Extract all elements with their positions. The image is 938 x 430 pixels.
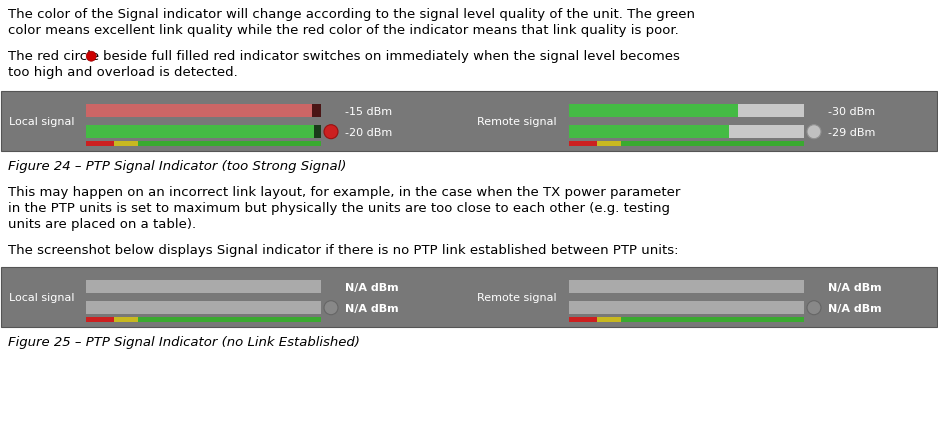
Bar [1,267,937,327]
Bar [569,126,729,139]
Bar [569,126,804,139]
Bar [621,141,804,147]
Text: -30 dBm: -30 dBm [828,107,875,117]
Bar [86,301,321,314]
Bar [114,317,138,322]
Bar [729,126,804,139]
Bar [1,92,937,152]
Bar [138,141,321,147]
Text: The screenshot below displays Signal indicator if there is no PTP link establish: The screenshot below displays Signal ind… [8,243,678,256]
Text: beside full filled red indicator switches on immediately when the signal level b: beside full filled red indicator switche… [103,50,680,63]
Text: The color of the Signal indicator will change according to the signal level qual: The color of the Signal indicator will c… [8,8,695,21]
Bar [86,280,321,294]
Bar [114,141,138,147]
Bar [598,141,621,147]
Text: Figure 25 – PTP Signal Indicator (no Link Established): Figure 25 – PTP Signal Indicator (no Lin… [8,335,360,348]
Circle shape [86,52,97,62]
Text: This may happen on an incorrect link layout, for example, in the case when the T: This may happen on an incorrect link lay… [8,186,680,199]
Text: N/A dBm: N/A dBm [828,303,882,313]
Text: -15 dBm: -15 dBm [345,107,392,117]
Text: Remote signal: Remote signal [477,117,556,127]
Text: N/A dBm: N/A dBm [345,303,399,313]
Bar [86,126,314,139]
Bar [569,105,804,118]
Bar [569,301,804,314]
Bar [569,105,738,118]
Circle shape [324,126,338,139]
Bar [738,105,804,118]
Text: N/A dBm: N/A dBm [345,282,399,292]
Text: -29 dBm: -29 dBm [828,127,875,137]
Bar [569,280,804,294]
Bar [86,105,321,118]
Bar [621,317,804,322]
Text: Figure 24 – PTP Signal Indicator (too Strong Signal): Figure 24 – PTP Signal Indicator (too St… [8,160,346,172]
Text: -20 dBm: -20 dBm [345,127,392,137]
Text: Local signal: Local signal [9,117,74,127]
Circle shape [807,301,821,315]
Bar [86,141,114,147]
Text: Local signal: Local signal [9,292,74,302]
Bar [86,105,311,118]
Bar [138,317,321,322]
Bar [598,317,621,322]
Text: units are placed on a table).: units are placed on a table). [8,218,196,230]
Text: in the PTP units is set to maximum but physically the units are too close to eac: in the PTP units is set to maximum but p… [8,202,670,215]
Bar [86,317,114,322]
Text: The red circle: The red circle [8,50,103,63]
Text: N/A dBm: N/A dBm [828,282,882,292]
Text: color means excellent link quality while the red color of the indicator means th: color means excellent link quality while… [8,24,679,37]
Bar [569,317,598,322]
Bar [86,126,321,139]
Circle shape [807,126,821,139]
Bar [569,141,598,147]
Text: too high and overload is detected.: too high and overload is detected. [8,66,237,79]
Text: Remote signal: Remote signal [477,292,556,302]
Circle shape [324,301,338,315]
